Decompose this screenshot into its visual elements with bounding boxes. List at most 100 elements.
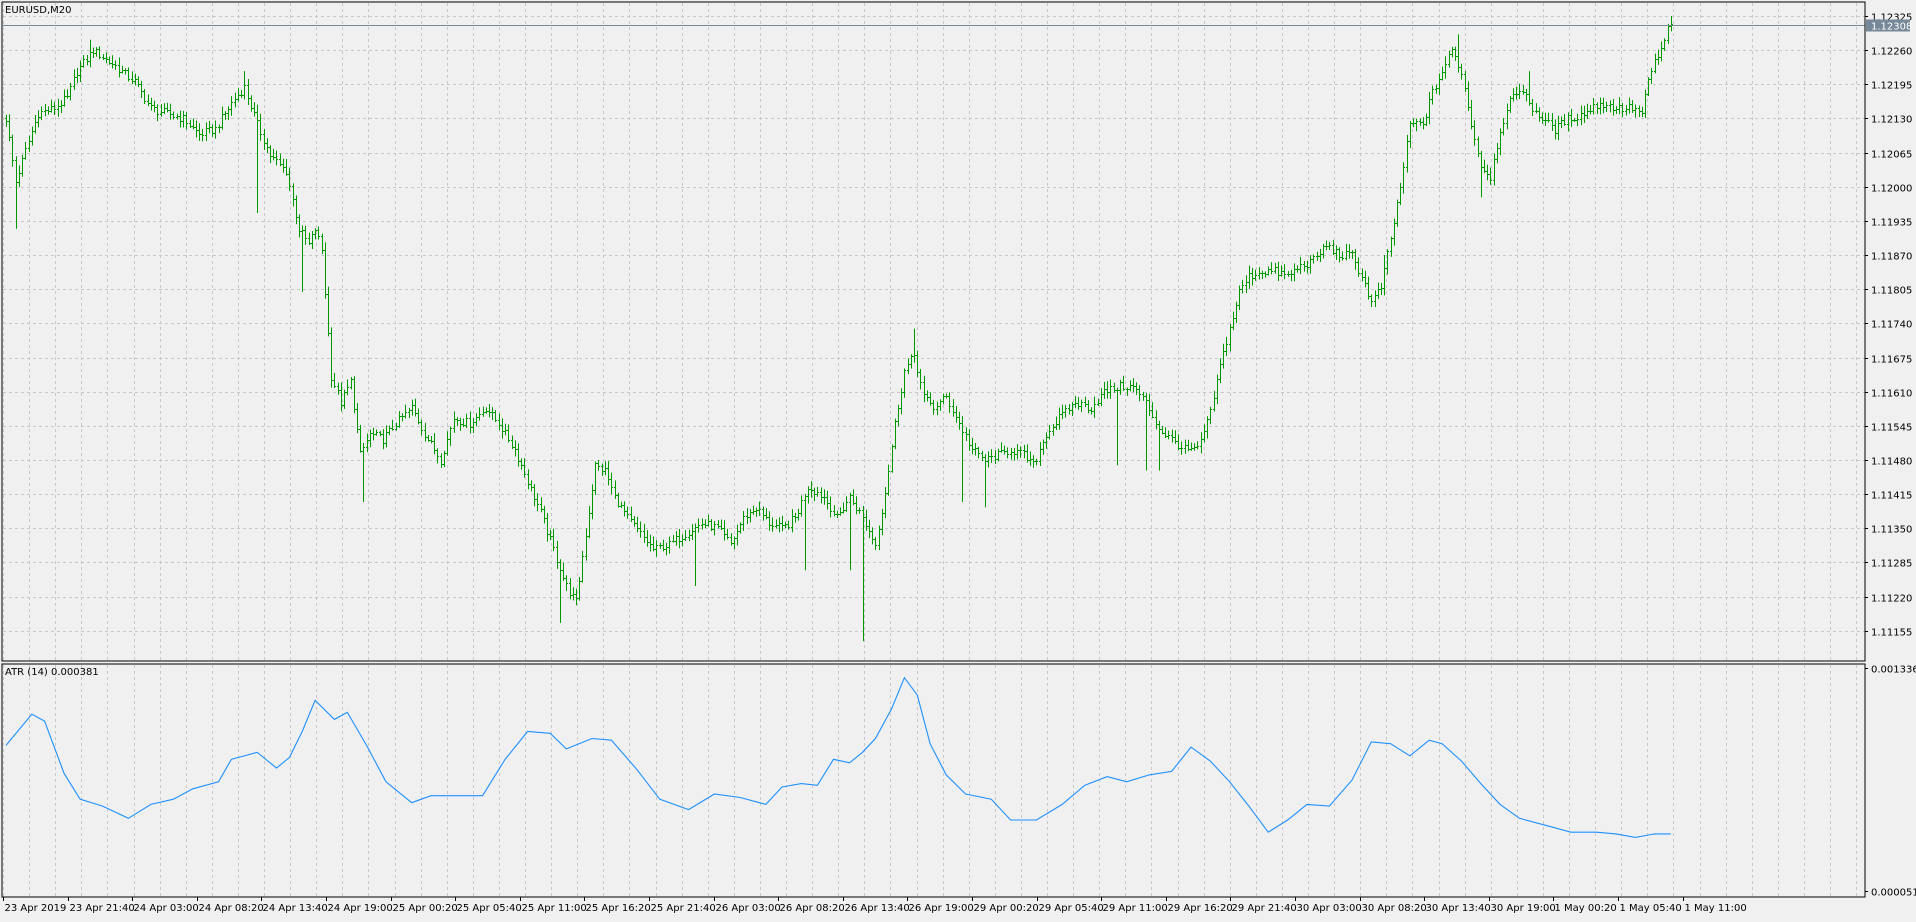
price-bar — [549, 529, 552, 540]
price-bar — [1299, 256, 1302, 275]
price-bar — [1393, 218, 1396, 246]
price-bar — [791, 509, 794, 533]
price-bar — [124, 68, 127, 75]
price-bar — [1396, 199, 1399, 227]
price-bar — [1647, 76, 1650, 97]
price-bar — [385, 425, 388, 448]
price-bar — [1428, 92, 1431, 125]
price-tick-label: 1.11350 — [1871, 525, 1912, 536]
price-bar — [919, 369, 922, 390]
price-bar — [675, 530, 678, 546]
price-bar — [739, 522, 742, 534]
price-bar — [44, 103, 47, 117]
price-bar — [662, 539, 665, 552]
price-bar — [565, 575, 568, 591]
price-bar — [21, 154, 24, 177]
price-bar — [60, 100, 63, 113]
price-bar — [76, 67, 79, 84]
price-bar — [1612, 98, 1615, 116]
price-bar — [1496, 142, 1499, 164]
price-bar — [127, 67, 130, 82]
price-bar — [1650, 67, 1653, 85]
price-bar — [488, 404, 491, 418]
price-bar — [1625, 104, 1628, 116]
price-bar — [578, 577, 581, 601]
price-bar — [813, 487, 816, 502]
price-bar — [337, 382, 340, 395]
price-bar — [1544, 112, 1547, 126]
price-bar — [430, 436, 433, 444]
price-bar — [414, 398, 417, 417]
price-bar — [198, 123, 201, 141]
price-bar — [237, 88, 240, 102]
price-bar — [556, 540, 559, 569]
price-bar — [1097, 398, 1100, 406]
price-bar — [82, 55, 85, 68]
price-bar — [24, 141, 27, 160]
price-bar — [211, 124, 214, 137]
price-bar — [881, 508, 884, 536]
price-bar — [1441, 66, 1444, 81]
price-bar — [1109, 379, 1112, 399]
price-bar — [527, 469, 530, 490]
price-bar — [356, 403, 359, 434]
price-bar — [208, 120, 211, 134]
price-bar — [1464, 70, 1467, 92]
price-bar — [977, 446, 980, 459]
price-tick-label: 1.12000 — [1871, 184, 1912, 195]
price-bar — [1074, 395, 1077, 409]
price-bar — [456, 417, 459, 427]
price-bar — [179, 110, 182, 128]
price-bar — [1167, 430, 1170, 440]
price-bar — [1628, 97, 1631, 114]
price-bar — [443, 450, 446, 468]
price-bar — [469, 411, 472, 434]
price-bar — [391, 419, 394, 431]
price-bar — [1573, 118, 1576, 122]
price-bar — [1654, 53, 1657, 74]
price-bar — [498, 413, 501, 431]
time-tick-label: 24 Apr 19:00 — [328, 903, 393, 914]
price-bar — [1254, 269, 1257, 281]
price-bar — [475, 413, 478, 427]
price-bar — [552, 528, 555, 551]
price-bar — [1486, 164, 1489, 181]
price-bar — [137, 76, 140, 88]
price-bar — [327, 286, 330, 337]
price-bar — [1190, 442, 1193, 451]
price-bar — [572, 587, 575, 601]
price-bar — [655, 540, 658, 557]
price-bar — [50, 99, 53, 113]
price-bar — [401, 413, 404, 422]
price-bar — [816, 486, 819, 497]
price-bar — [182, 110, 185, 128]
price-bar — [11, 134, 14, 167]
price-bar — [936, 401, 939, 416]
price-bar — [504, 423, 507, 436]
price-bar — [1148, 393, 1151, 417]
price-bar — [163, 103, 166, 114]
price-bar — [955, 406, 958, 423]
price-bar — [156, 104, 159, 122]
price-bar — [588, 505, 591, 539]
price-bar — [424, 422, 427, 442]
price-bar — [69, 82, 72, 101]
price-bar — [1132, 378, 1135, 393]
price-bar — [1187, 439, 1190, 452]
price-bar — [288, 167, 291, 191]
price-bar — [594, 461, 597, 495]
price-bar — [858, 507, 861, 514]
price-bar — [250, 95, 253, 112]
price-bar — [849, 492, 852, 571]
price-bar — [787, 520, 790, 530]
price-bar — [201, 128, 204, 142]
price-bar — [1348, 244, 1351, 259]
price-bar — [1225, 337, 1228, 356]
atr-tick-label: 0.001336 — [1871, 665, 1916, 676]
price-bar — [1596, 102, 1599, 114]
price-bar — [820, 487, 823, 504]
price-bar — [1213, 390, 1216, 412]
price-bar — [752, 505, 755, 515]
